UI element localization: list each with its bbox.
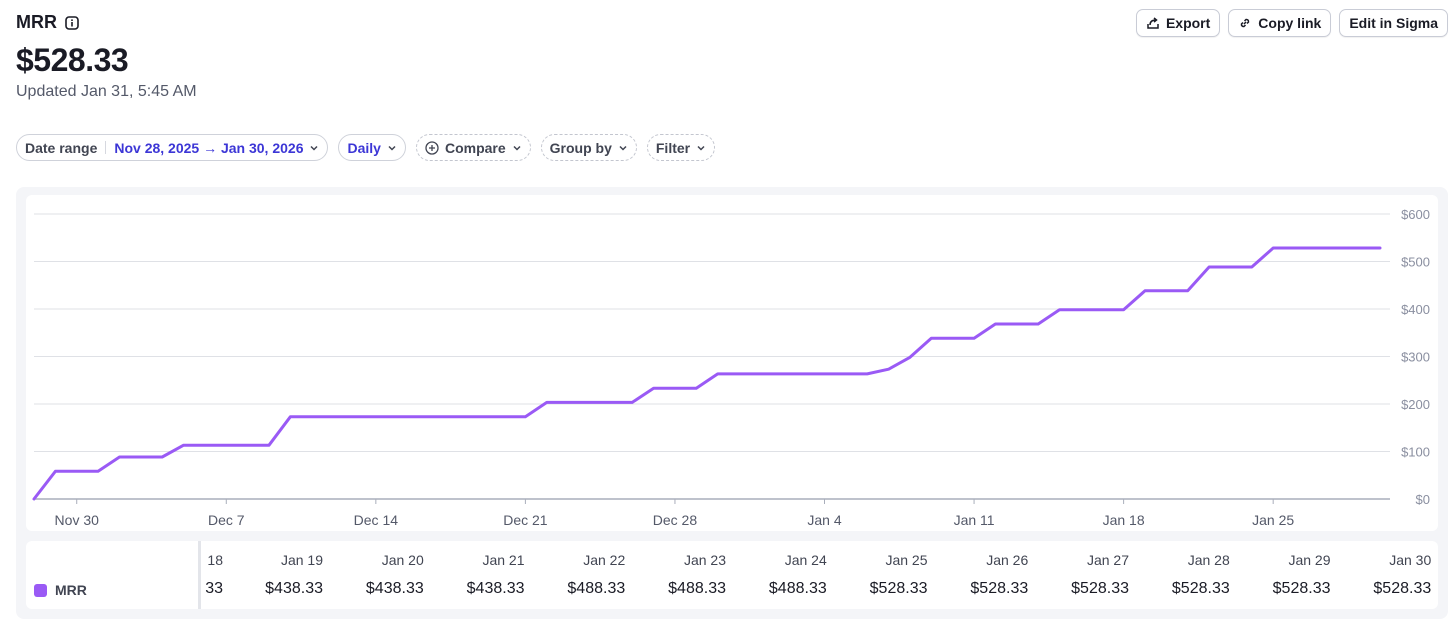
table-column: Jan 23 $488.33 [626,541,726,609]
data-table: MRR 18 33 Jan 19 $438.33 Jan 20 $438.33 Jan … [26,541,1438,609]
table-value: $528.33 [1171,580,1230,597]
table-column: Jan 24 $488.33 [727,541,827,609]
export-icon [1147,17,1159,29]
filter-bar: Date range Nov 28, 2025 → Jan 30, 2026 D… [16,134,716,161]
y-tick-label: $200 [1401,397,1430,412]
edit-in-sigma-button[interactable]: Edit in Sigma [1339,9,1448,37]
series-legend: MRR [26,541,198,609]
table-column: Jan 25 $528.33 [828,541,928,609]
chart-card: $0 $100 $200 $300 $400 $500 $600 Nov 30 Dec 7 Dec… [26,195,1438,531]
table-value: $438.33 [265,580,323,597]
table-value: $528.33 [1071,580,1129,597]
x-tick-label: Jan 25 [1252,512,1294,528]
plus-circle-icon [425,140,439,155]
table-value: $488.33 [768,580,827,597]
info-icon[interactable] [65,15,79,30]
date-range-label: Date range [25,139,98,156]
table-column-partial: 18 33 [123,541,223,609]
chevron-down-icon [310,145,319,151]
table-value: $438.33 [466,580,525,597]
link-icon [1241,18,1250,28]
table-date: Jan 24 [784,552,827,568]
table-column: Jan 29 $528.33 [1231,541,1331,609]
interval-filter[interactable]: Daily [338,134,406,161]
table-column: Jan 20 $438.33 [324,541,424,609]
page-title: MRR [16,12,57,32]
table-value: $438.33 [365,580,424,597]
table-value: $528.33 [1272,580,1331,597]
interval-value: Daily [347,139,381,156]
metric-value: $528.33 [16,42,129,78]
title-row: MRR [16,12,79,33]
table-date: Jan 25 [885,552,928,568]
table-column: Jan 30 $528.33 [1331,541,1431,609]
x-tick-label: Jan 4 [807,512,841,528]
group-by-label: Group by [549,139,612,156]
table-column: Jan 19 $438.33 [223,541,323,609]
export-label: Export [1165,15,1211,31]
x-tick-label: Dec 28 [653,512,698,528]
copy-link-button[interactable]: Copy link [1228,9,1332,37]
table-value: $528.33 [1373,580,1432,597]
copy-link-label: Copy link [1258,15,1322,31]
action-buttons: Export Copy link Edit in Sigma [1135,9,1448,37]
table-date: 18 [207,552,223,568]
x-tick-label: Jan 11 [954,512,995,528]
table-value: $488.33 [668,580,726,597]
group-by-filter[interactable]: Group by [540,134,637,161]
table-date: Jan 28 [1187,552,1230,568]
chevron-down-icon [388,145,396,151]
filter-label: Filter [655,139,691,156]
table-value: $528.33 [869,580,928,597]
series-line-mrr [32,246,1382,501]
date-range-filter[interactable]: Date range Nov 28, 2025 → Jan 30, 2026 [16,134,329,161]
updated-timestamp: Updated Jan 31, 5:45 AM [16,83,197,100]
table-date: Jan 19 [280,552,323,568]
series-swatch [34,583,47,597]
mrr-line-chart[interactable]: $0 $100 $200 $300 $400 $500 $600 Nov 30 Dec 7 Dec… [26,195,1438,531]
x-tick-label: Nov 30 [55,512,100,528]
export-button[interactable]: Export [1135,9,1221,37]
edit-in-sigma-label: Edit in Sigma [1349,15,1438,31]
table-columns[interactable]: 18 33 Jan 19 $438.33 Jan 20 $438.33 Jan 21 $4… [201,541,1438,609]
chevron-down-icon [697,145,705,151]
table-column: Jan 26 $528.33 [928,541,1028,609]
table-date: Jan 20 [381,552,424,568]
chart-panel: $0 $100 $200 $300 $400 $500 $600 Nov 30 Dec 7 Dec… [16,187,1448,619]
y-tick-label: $600 [1401,207,1430,222]
compare-filter[interactable]: Compare [415,134,531,161]
series-name: MRR [55,582,87,598]
y-tick-label: $400 [1401,302,1430,317]
table-value: $528.33 [970,580,1029,597]
table-value: $488.33 [567,580,626,597]
table-date: Jan 27 [1086,552,1129,568]
y-tick-label: $500 [1401,255,1430,270]
date-range-value: Nov 28, 2025 → Jan 30, 2026 [114,139,304,156]
table-date: Jan 30 [1389,552,1432,568]
compare-label: Compare [444,139,506,156]
table-date: Jan 23 [683,552,726,568]
date-range-separator [105,141,107,154]
x-tick-label: Dec 14 [354,512,399,528]
y-tick-label: $100 [1401,445,1430,460]
chevron-down-icon [619,145,627,151]
y-tick-label: $300 [1401,350,1430,365]
table-column: Jan 27 $528.33 [1029,541,1129,609]
table-date: Jan 22 [583,552,626,568]
table-date: Jan 21 [482,552,525,568]
table-value: 33 [205,580,223,597]
x-tick-label: Dec 7 [208,512,245,528]
table-column: Jan 22 $488.33 [525,541,625,609]
table-divider [198,541,201,609]
chevron-down-icon [513,145,521,151]
table-column: Jan 28 $528.33 [1130,541,1230,609]
x-tick-label: Dec 21 [503,512,548,528]
filter-button[interactable]: Filter [646,134,716,161]
table-date: Jan 26 [986,552,1029,568]
table-column: Jan 21 $438.33 [425,541,525,609]
table-date: Jan 29 [1288,552,1331,568]
x-tick-label: Jan 18 [1103,512,1145,528]
y-tick-label: $0 [1416,492,1430,507]
